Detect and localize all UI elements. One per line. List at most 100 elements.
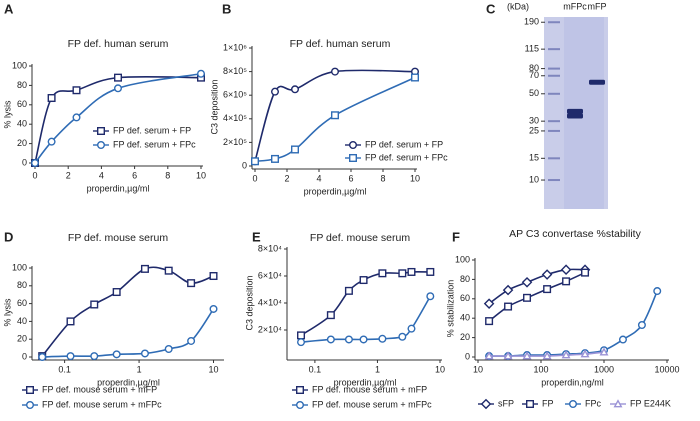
ladder-band	[548, 74, 560, 77]
legend-marker	[296, 386, 305, 395]
marker	[196, 69, 205, 78]
legend-label: FP def. serum + FP	[365, 139, 443, 149]
ladder-band	[548, 21, 560, 24]
x-axis-label: properdin,µg/ml	[304, 186, 367, 196]
x-tick-label: 8	[165, 170, 170, 180]
ladder-band	[548, 129, 560, 132]
marker	[297, 338, 306, 347]
fit-curve	[488, 271, 586, 322]
x-tick-label: 4	[99, 170, 104, 180]
x-tick-label: 0.1	[58, 364, 71, 374]
legend-marker	[569, 400, 578, 409]
marker	[331, 67, 340, 76]
x-tick-label: 10	[209, 364, 219, 374]
x-axis-label: properdin,µg/ml	[97, 377, 160, 387]
marker	[187, 279, 196, 288]
marker	[560, 264, 572, 275]
x-tick-label: 1	[375, 364, 380, 374]
legend-label: FP def. mouse serum + mFPc	[42, 399, 162, 409]
marker	[407, 267, 416, 276]
x-axis-label: properdin,µg/ml	[87, 183, 150, 193]
y-tick-label: 60	[460, 293, 470, 303]
marker	[47, 137, 56, 146]
x-tick-label: 10000	[654, 364, 679, 374]
legend-label: FP	[542, 398, 554, 408]
lane-label: mFPc	[563, 1, 587, 11]
y-tick-label: 8×10⁵	[223, 66, 247, 76]
y-tick-label: 70	[529, 70, 539, 80]
marker	[331, 111, 340, 120]
y-tick-label: 50	[529, 88, 539, 98]
y-tick-label: 40	[460, 313, 470, 323]
y-tick-label: 8×10⁴	[258, 243, 282, 253]
x-tick-label: 2	[284, 173, 289, 183]
y-tick-label: 4×10⁴	[258, 297, 282, 307]
chart-title: FP def. mouse serum	[310, 232, 410, 244]
x-tick-label: 0	[32, 170, 37, 180]
marker	[66, 317, 75, 326]
x-tick-label: 0.1	[309, 364, 322, 374]
marker	[411, 73, 420, 82]
y-tick-label: 1×10⁶	[223, 42, 247, 52]
legend-marker	[349, 153, 358, 162]
marker	[483, 298, 495, 309]
y-axis-label: % lysis	[2, 298, 12, 327]
marker	[378, 269, 387, 278]
marker	[209, 272, 218, 281]
y-tick-label: 20	[17, 138, 27, 148]
y-axis-label: C3 deposition	[209, 79, 219, 134]
marker	[398, 332, 407, 341]
marker	[359, 276, 368, 285]
ladder-band	[548, 179, 560, 182]
marker	[485, 317, 494, 326]
x-tick-label: 8	[380, 173, 385, 183]
marker	[140, 264, 149, 273]
marker	[297, 331, 306, 340]
panel-label: F	[452, 229, 460, 244]
chart-title: FP def. human serum	[290, 38, 391, 50]
marker	[344, 286, 353, 295]
marker	[522, 351, 532, 360]
marker	[653, 287, 662, 296]
chart-title: FP def. mouse serum	[68, 232, 168, 244]
y-tick-label: 40	[17, 119, 27, 129]
y-tick-label: 80	[529, 63, 539, 73]
legend-label: FP def. mouse serum + mFP	[42, 384, 157, 394]
y-tick-label: 0	[22, 351, 27, 361]
marker	[580, 349, 590, 358]
y-tick-label: 100	[12, 60, 27, 70]
marker	[164, 266, 173, 275]
marker	[599, 347, 609, 356]
x-tick-label: 6	[132, 170, 137, 180]
fit-curve	[300, 295, 432, 343]
marker	[503, 351, 513, 360]
ladder-band	[548, 157, 560, 160]
fit-curve	[489, 290, 658, 357]
y-tick-label: 40	[17, 316, 27, 326]
legend-marker	[526, 400, 535, 409]
x-tick-label: 0	[252, 173, 257, 183]
marker	[291, 85, 300, 94]
x-tick-label: 6	[348, 173, 353, 183]
legend-marker	[480, 398, 492, 410]
marker	[504, 302, 513, 311]
protein-band	[567, 113, 583, 119]
legend-label: FP def. mouse serum + mFP	[312, 384, 427, 394]
legend-label: FP def. mouse serum + mFPc	[312, 399, 432, 409]
y-tick-label: 190	[524, 17, 539, 27]
x-tick-label: 10	[196, 170, 206, 180]
marker	[502, 284, 514, 296]
panel-label: E	[252, 229, 261, 244]
y-tick-label: 10	[529, 174, 539, 184]
panel-label: A	[4, 1, 14, 16]
legend-label: FPc	[585, 398, 602, 408]
y-tick-label: 60	[17, 298, 27, 308]
x-tick-label: 10	[435, 364, 445, 374]
legend-marker	[349, 140, 358, 149]
lane-label: mFP	[588, 1, 607, 11]
y-axis-label: % lysis	[2, 100, 12, 129]
y-tick-label: 60	[17, 99, 27, 109]
y-tick-label: 6×10⁴	[258, 270, 282, 280]
marker	[562, 277, 571, 286]
legend-marker	[613, 399, 623, 408]
